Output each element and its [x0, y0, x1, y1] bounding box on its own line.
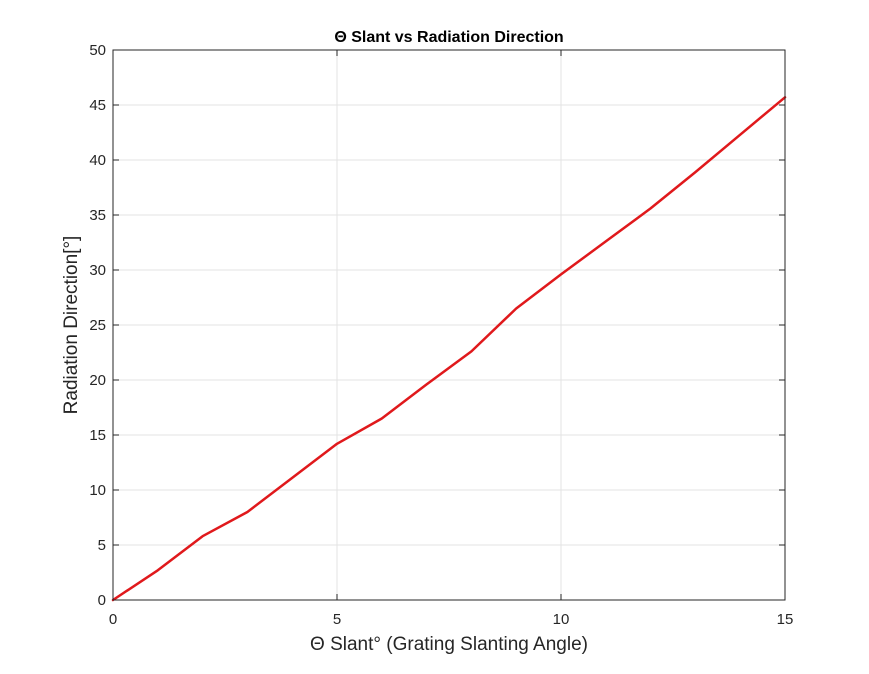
y-tick-label: 10: [89, 482, 106, 499]
y-tick-labels: 0 5 10 15 20 25 30 35 40 45 50: [89, 42, 106, 609]
y-tick-label: 35: [89, 207, 106, 224]
grid-lines: [113, 50, 785, 600]
y-tick-label: 50: [89, 42, 106, 59]
y-tick-label: 5: [98, 537, 106, 554]
chart-title: Θ Slant vs Radiation Direction: [334, 29, 563, 46]
x-tick-label: 5: [333, 611, 341, 628]
series-line-0: [111, 96, 787, 602]
x-axis-title: Θ Slant° (Grating Slanting Angle): [310, 634, 588, 655]
y-tick-label: 0: [98, 592, 106, 609]
y-tick-label: 20: [89, 372, 106, 389]
y-tick-label: 30: [89, 262, 106, 279]
y-tick-label: 15: [89, 427, 106, 444]
x-tick-labels: 0 5 10 15: [109, 611, 794, 628]
series-lines: [111, 96, 787, 602]
y-tick-label: 40: [89, 152, 106, 169]
axes-border: [112, 49, 786, 601]
y-axis-title: Radiation Direction[°]: [61, 236, 82, 415]
y-tick-label: 45: [89, 97, 106, 114]
y-tick-label: 25: [89, 317, 106, 334]
x-tick-label: 0: [109, 611, 117, 628]
x-tick-label: 15: [777, 611, 794, 628]
x-tick-label: 10: [553, 611, 570, 628]
